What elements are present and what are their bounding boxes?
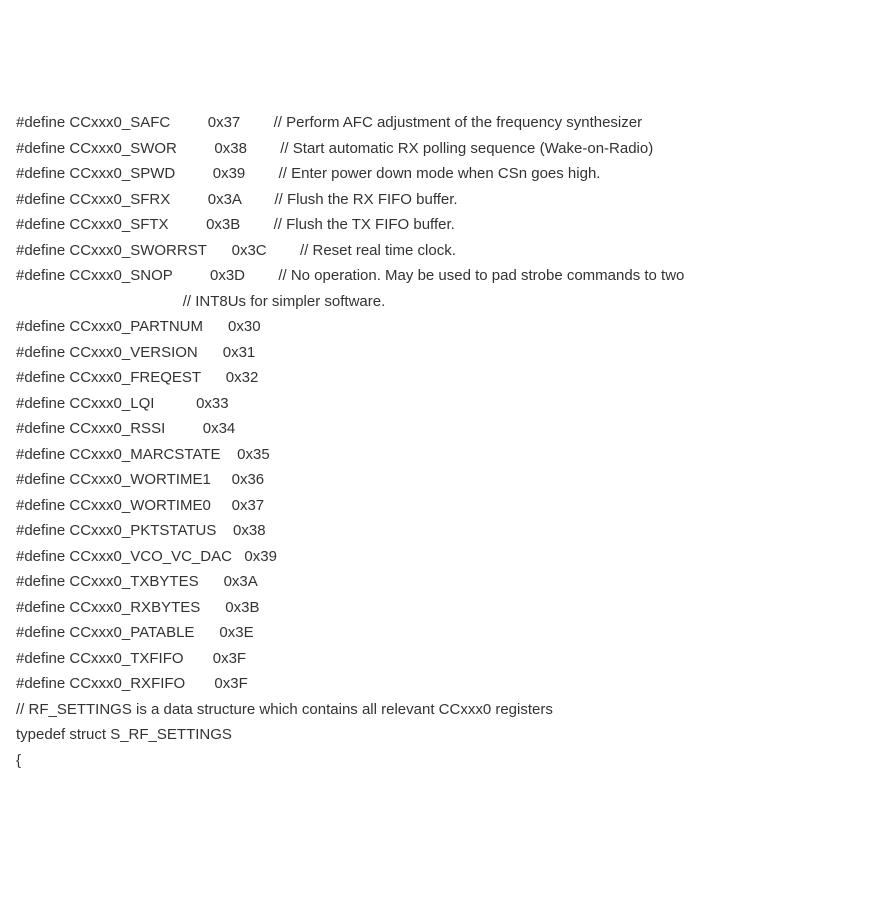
- code-line: #define CCxxx0_TXBYTES 0x3A: [16, 569, 874, 595]
- code-line: #define CCxxx0_RXBYTES 0x3B: [16, 595, 874, 621]
- code-line: // RF_SETTINGS is a data structure which…: [16, 697, 874, 723]
- code-line: #define CCxxx0_RSSI 0x34: [16, 416, 874, 442]
- code-line: #define CCxxx0_VERSION 0x31: [16, 340, 874, 366]
- code-line: // INT8Us for simpler software.: [16, 289, 874, 315]
- code-line: #define CCxxx0_RXFIFO 0x3F: [16, 671, 874, 697]
- code-line: #define CCxxx0_SPWD 0x39 // Enter power …: [16, 161, 874, 187]
- code-line: #define CCxxx0_MARCSTATE 0x35: [16, 442, 874, 468]
- code-line: #define CCxxx0_SNOP 0x3D // No operation…: [16, 263, 874, 289]
- code-line: #define CCxxx0_LQI 0x33: [16, 391, 874, 417]
- code-line: #define CCxxx0_SWOR 0x38 // Start automa…: [16, 136, 874, 162]
- code-line: {: [16, 748, 874, 774]
- code-line: #define CCxxx0_TXFIFO 0x3F: [16, 646, 874, 672]
- code-line: #define CCxxx0_PARTNUM 0x30: [16, 314, 874, 340]
- code-line: #define CCxxx0_WORTIME0 0x37: [16, 493, 874, 519]
- code-line: #define CCxxx0_FREQEST 0x32: [16, 365, 874, 391]
- code-line: #define CCxxx0_SFTX 0x3B // Flush the TX…: [16, 212, 874, 238]
- code-line: #define CCxxx0_WORTIME1 0x36: [16, 467, 874, 493]
- code-line: #define CCxxx0_VCO_VC_DAC 0x39: [16, 544, 874, 570]
- code-line: #define CCxxx0_SWORRST 0x3C // Reset rea…: [16, 238, 874, 264]
- code-line: typedef struct S_RF_SETTINGS: [16, 722, 874, 748]
- code-line: #define CCxxx0_PATABLE 0x3E: [16, 620, 874, 646]
- code-line: #define CCxxx0_PKTSTATUS 0x38: [16, 518, 874, 544]
- code-line: #define CCxxx0_SFRX 0x3A // Flush the RX…: [16, 187, 874, 213]
- code-line: #define CCxxx0_SAFC 0x37 // Perform AFC …: [16, 110, 874, 136]
